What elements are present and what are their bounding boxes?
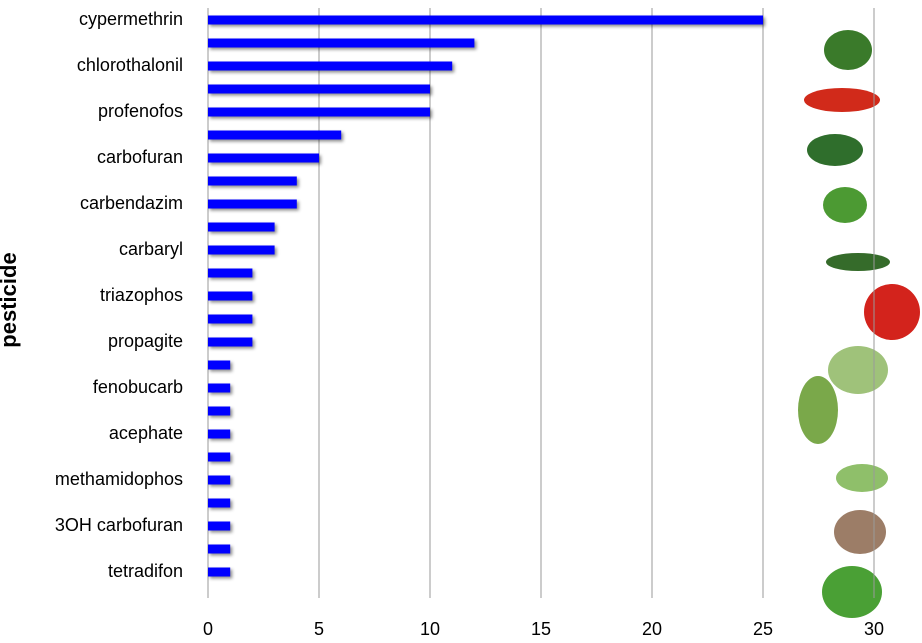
bar: [208, 153, 319, 163]
x-tick-label: 5: [314, 619, 324, 639]
bar: [208, 544, 231, 554]
bar: [208, 475, 231, 485]
bar: [208, 291, 253, 301]
bar: [208, 567, 231, 577]
bar: [208, 429, 231, 439]
x-tick-label: 30: [864, 619, 884, 639]
bar: [208, 521, 231, 531]
y-tick-label: carbofuran: [97, 147, 183, 167]
y-tick-label: carbendazim: [80, 193, 183, 213]
x-tick-label: 25: [753, 619, 773, 639]
y-tick-label: carbaryl: [119, 239, 183, 259]
bar: [208, 199, 297, 209]
x-tick-label: 20: [642, 619, 662, 639]
bar: [208, 84, 430, 94]
bar: [208, 38, 475, 48]
bar: [208, 314, 253, 324]
y-tick-label: fenobucarb: [93, 377, 183, 397]
y-tick-label: tetradifon: [108, 561, 183, 581]
bar: [208, 337, 253, 347]
bar: [208, 268, 253, 278]
y-axis-label: pesticide: [0, 252, 21, 347]
bar: [208, 176, 297, 186]
bar: [208, 107, 430, 117]
y-tick-label: cypermethrin: [79, 9, 183, 29]
y-tick-label: profenofos: [98, 101, 183, 121]
y-tick-label: chlorothalonil: [77, 55, 183, 75]
bar: [208, 360, 231, 370]
y-tick-label: triazophos: [100, 285, 183, 305]
x-tick-label: 0: [203, 619, 213, 639]
bar: [208, 498, 231, 508]
x-tick-label: 10: [420, 619, 440, 639]
bar: [208, 130, 342, 140]
y-tick-label: propagite: [108, 331, 183, 351]
y-tick-label: acephate: [109, 423, 183, 443]
bar: [208, 61, 453, 71]
bar: [208, 222, 275, 232]
bar: [208, 245, 275, 255]
bar: [208, 383, 231, 393]
bar: [208, 406, 231, 416]
y-tick-label: 3OH carbofuran: [55, 515, 183, 535]
decorations: [798, 30, 920, 618]
x-tick-label: 15: [531, 619, 551, 639]
bar: [208, 15, 763, 25]
y-tick-label: methamidophos: [55, 469, 183, 489]
bar: [208, 452, 231, 462]
